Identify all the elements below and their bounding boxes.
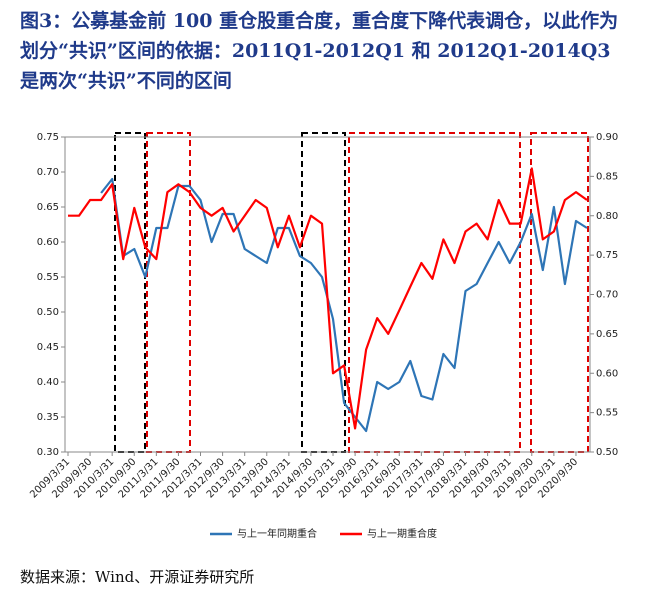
- y-tick-label: 0.70: [37, 167, 59, 178]
- y2-tick-label: 0.70: [596, 290, 618, 301]
- y-tick-label: 0.60: [37, 237, 59, 248]
- source: 数据来源：Wind、开源证券研究所: [20, 568, 255, 586]
- series-line: [68, 167, 588, 430]
- box: [146, 132, 191, 453]
- chart-title: 图3：公募基金前 100 重仓股重合度，重合度下降代表调仓，以此作为划分“共识”…: [20, 10, 619, 92]
- y-tick-label: 0.65: [37, 202, 59, 213]
- box: [348, 132, 521, 453]
- y2-tick-label: 0.60: [596, 368, 618, 379]
- y2-tick-label: 0.50: [596, 447, 618, 458]
- y2-tick-label: 0.85: [596, 171, 618, 182]
- y-tick-label: 0.55: [37, 272, 59, 283]
- box: [530, 132, 589, 453]
- y-tick-label: 0.40: [37, 377, 59, 388]
- y2-tick-label: 0.90: [596, 132, 618, 143]
- y-tick-label: 0.50: [37, 307, 59, 318]
- y2-tick-label: 0.55: [596, 408, 618, 419]
- y-tick-label: 0.75: [37, 132, 59, 143]
- y2-tick-label: 0.65: [596, 329, 618, 340]
- y-tick-label: 0.35: [37, 412, 59, 423]
- y-tick-label: 0.30: [37, 447, 59, 458]
- y2-tick-label: 0.80: [596, 211, 618, 222]
- legend-label: 与上一年同期重合: [237, 527, 317, 540]
- box: [114, 132, 146, 453]
- y2-tick-label: 0.75: [596, 250, 618, 261]
- legend-label: 与上一期重合度: [367, 527, 437, 540]
- box: [301, 132, 346, 453]
- y-tick-label: 0.45: [37, 342, 59, 353]
